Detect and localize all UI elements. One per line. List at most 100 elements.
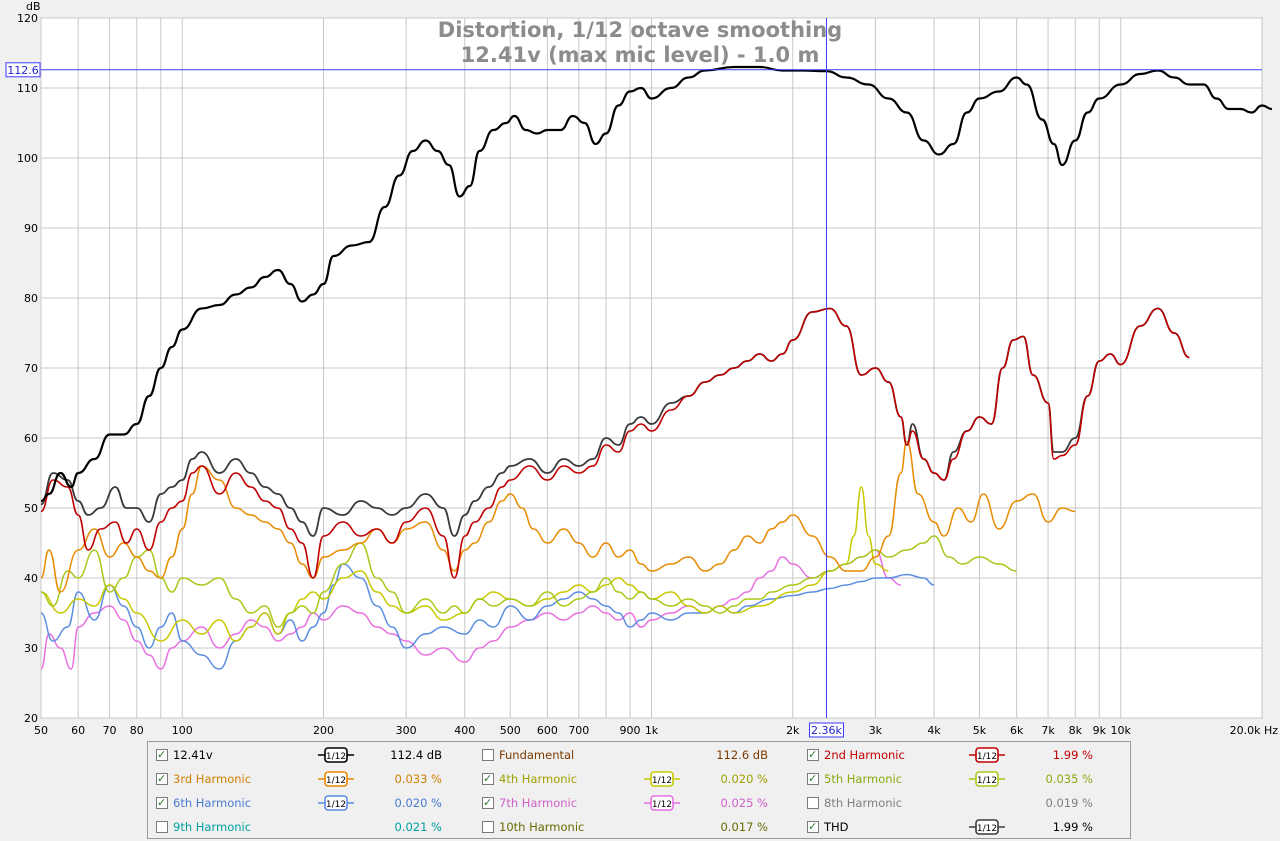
legend-checkbox-6th-harmonic[interactable] [156,793,168,813]
chart-subtitle: 12.41v (max mic level) - 1.0 m [461,43,820,67]
y-axis-unit-label: dB [26,0,41,13]
y-tick-label: 120 [17,12,38,25]
legend-panel: 12.41v 1/12 112.4 dB Fundamental 112.6 dB 2nd… [147,741,1131,839]
y-tick-label: 40 [24,572,38,585]
legend-item-4th-harmonic: 4th Harmonic 1/12 0.020 % [482,769,782,789]
y-tick-label: 110 [17,82,38,95]
legend-value: 0.025 % [720,796,768,810]
legend-value: 0.020 % [720,772,768,786]
legend-item-9th-harmonic: 9th Harmonic 0.021 % [156,817,456,837]
cursor-level-readout: 112.6 [7,64,39,77]
smoothing-label: 1/12 [977,776,997,786]
legend-value: 0.017 % [720,820,768,834]
legend-label: 8th Harmonic [824,796,903,810]
x-axis-ticks: 50 60 70 80 100 200 300 400 500 600 700 900 1k 2k 3k 4k… [34,724,1278,737]
series-line-6th-harmonic [40,563,935,670]
legend-label: 2nd Harmonic [824,748,905,762]
cursor-crosshair[interactable]: 112.6 2.36k [5,18,1262,738]
legend-label: 4th Harmonic [499,772,578,786]
legend-label: Fundamental [499,748,575,762]
series-line-3rd-harmonic [40,440,1076,593]
y-tick-label: 20 [24,712,38,725]
legend-item-6th-harmonic: 6th Harmonic 1/12 0.020 % [156,793,456,813]
y-tick-label: 50 [24,502,38,515]
legend-value: 112.4 dB [390,748,442,762]
smoothing-button-3rd-harmonic[interactable]: 1/12 [316,771,356,787]
legend-checkbox-9th-harmonic[interactable] [156,821,168,833]
cursor-freq-readout: 2.36k [811,724,842,737]
x-tick-label: 10k [1111,724,1132,737]
cursor-freq-box [808,722,844,738]
x-tick-label: 700 [568,724,589,737]
x-tick-label: 400 [454,724,475,737]
legend-value: 0.035 % [1045,772,1093,786]
legend-value: 0.021 % [394,820,442,834]
x-tick-label: 8k [1069,724,1083,737]
x-tick-label: 600 [537,724,558,737]
legend-item-2nd-harmonic: 2nd Harmonic 1/12 1.99 % [807,745,1107,765]
x-tick-label: 1k [645,724,659,737]
legend-item-3rd-harmonic: 3rd Harmonic 1/12 0.033 % [156,769,456,789]
x-tick-label: 20.0k Hz [1230,724,1279,737]
x-tick-label: 7k [1041,724,1055,737]
smoothing-button-5th-harmonic[interactable]: 1/12 [967,771,1007,787]
y-tick-label: 30 [24,642,38,655]
y-tick-label: 70 [24,362,38,375]
smoothing-button-2nd-harmonic[interactable]: 1/12 [967,747,1007,763]
series-line-12-41v [40,65,1272,503]
legend-item-fundamental: Fundamental 112.6 dB [482,745,782,765]
legend-value: 1.99 % [1052,748,1093,762]
legend-checkbox-3rd-harmonic[interactable] [156,769,168,789]
legend-label: 5th Harmonic [824,772,903,786]
legend-item-7th-harmonic: 7th Harmonic 1/12 0.025 % [482,793,782,813]
legend-checkbox-2nd-harmonic[interactable] [807,745,819,765]
grid-lines [40,17,1263,719]
y-tick-label: 100 [17,152,38,165]
smoothing-button-6th-harmonic[interactable]: 1/12 [316,795,356,811]
y-tick-label: 90 [24,222,38,235]
legend-item-thd: THD 1/12 1.99 % [807,817,1107,837]
legend-label: 7th Harmonic [499,796,578,810]
smoothing-button-thd[interactable]: 1/12 [967,819,1007,835]
smoothing-label: 1/12 [326,800,346,810]
y-axis-ticks: 20 30 40 50 60 70 80 90 100 110 120 [17,12,38,725]
smoothing-label: 1/12 [977,824,997,834]
legend-label: 6th Harmonic [173,796,252,810]
x-tick-label: 2k [786,724,800,737]
legend-checkbox-fundamental[interactable] [482,749,494,761]
smoothing-button-12-41v[interactable]: 1/12 [316,747,356,763]
series-line-7th-harmonic [40,549,901,670]
x-tick-label: 300 [396,724,417,737]
legend-item-10th-harmonic: 10th Harmonic 0.017 % [482,817,782,837]
legend-label: 10th Harmonic [499,820,585,834]
x-tick-label: 80 [130,724,144,737]
legend-checkbox-4th-harmonic[interactable] [482,769,494,789]
x-tick-label: 5k [973,724,987,737]
smoothing-label: 1/12 [652,776,672,786]
smoothing-button-7th-harmonic[interactable]: 1/12 [642,795,682,811]
legend-label: 9th Harmonic [173,820,252,834]
legend-checkbox-8th-harmonic[interactable] [807,797,819,809]
cursor-level-box [5,62,41,78]
x-tick-label: 900 [620,724,641,737]
legend-checkbox-thd[interactable] [807,817,819,837]
legend-checkbox-5th-harmonic[interactable] [807,769,819,789]
y-tick-label: 80 [24,292,38,305]
legend-checkbox-12-41v[interactable] [156,745,168,765]
smoothing-label: 1/12 [326,776,346,786]
x-tick-label: 9k [1093,724,1107,737]
chart-title: Distortion, 1/12 octave smoothing [438,18,842,42]
smoothing-button-4th-harmonic[interactable]: 1/12 [642,771,682,787]
x-tick-label: 60 [71,724,85,737]
legend-checkbox-10th-harmonic[interactable] [482,821,494,833]
legend-value: 0.019 % [1045,796,1093,810]
legend-checkbox-7th-harmonic[interactable] [482,793,494,813]
smoothing-label: 1/12 [326,752,346,762]
distortion-chart: 20 30 40 50 60 70 80 90 100 110 120 50 60 70 80 100 200… [5,0,1278,738]
series-line-2nd-harmonic [40,307,1190,579]
x-tick-label: 6k [1010,724,1024,737]
x-tick-label: 70 [103,724,117,737]
legend-item-5th-harmonic: 5th Harmonic 1/12 0.035 % [807,769,1107,789]
smoothing-label: 1/12 [977,752,997,762]
legend-value: 0.020 % [394,796,442,810]
